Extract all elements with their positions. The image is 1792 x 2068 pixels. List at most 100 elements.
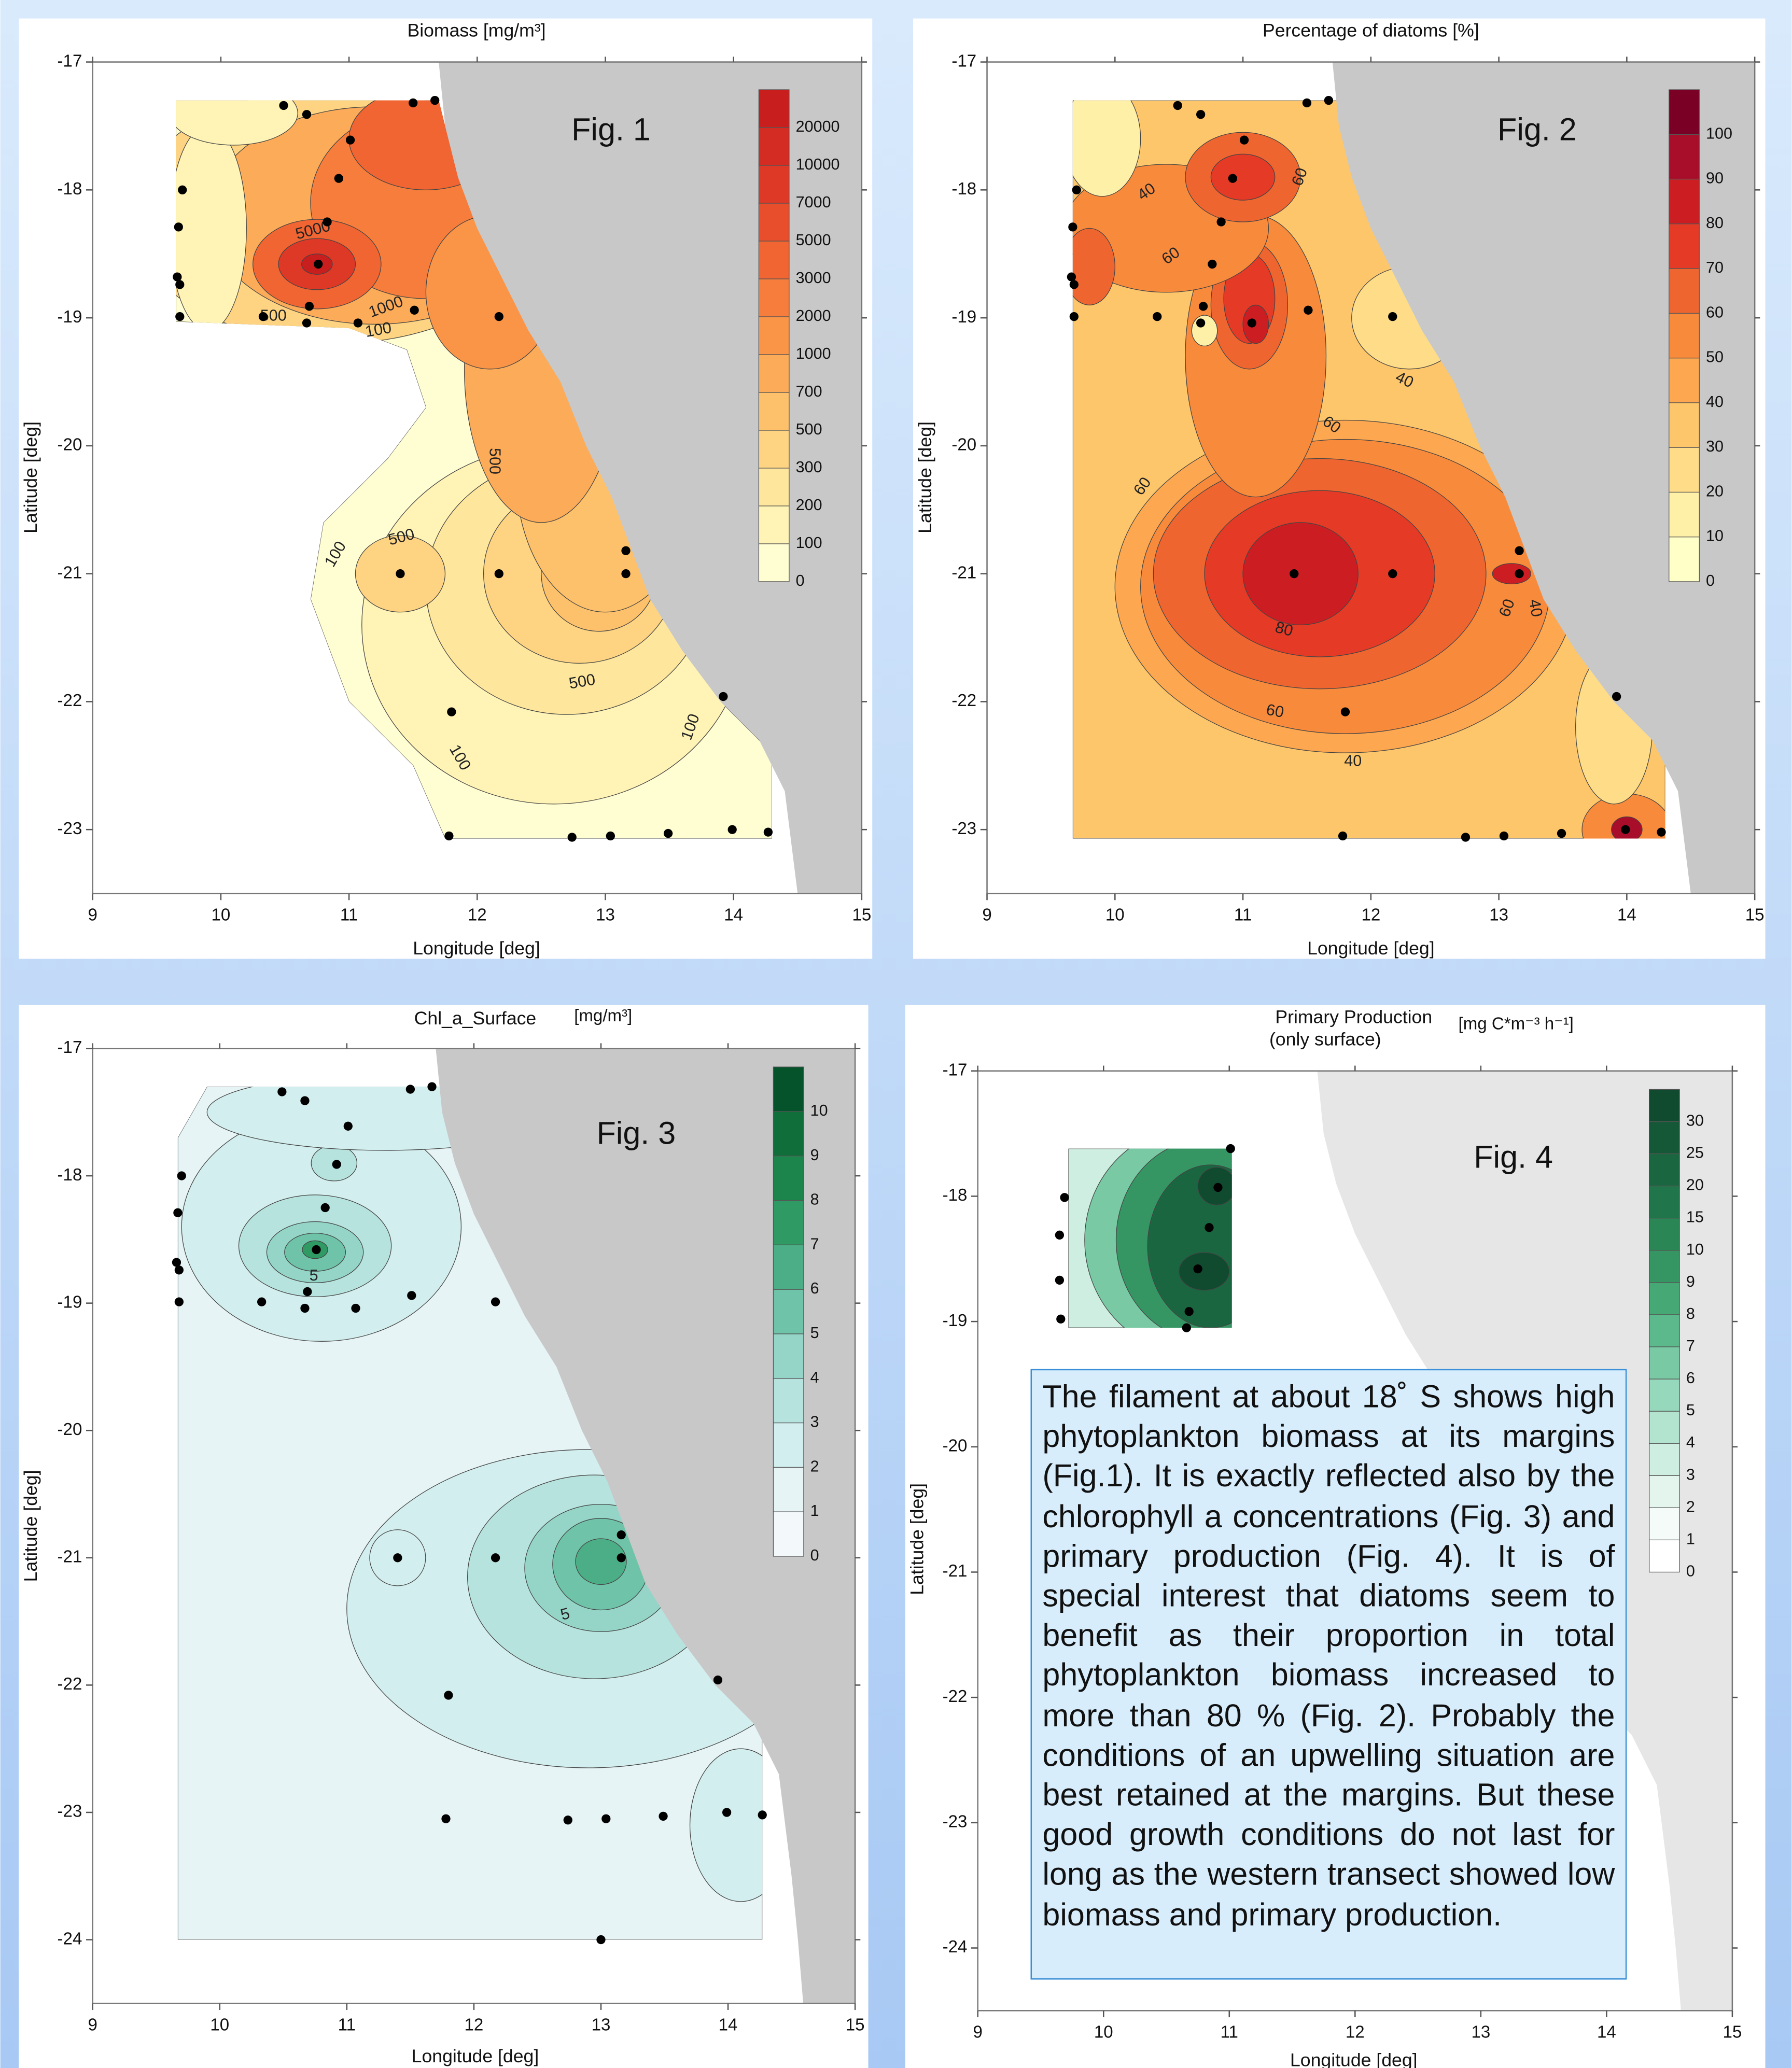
colorbar-band xyxy=(759,506,789,544)
colorbar-label: 10 xyxy=(1706,527,1724,545)
colorbar-label: 70 xyxy=(1706,259,1724,276)
y-axis-label: Latitude [deg] xyxy=(20,1470,41,1582)
x-tick-label: 14 xyxy=(724,906,743,925)
station xyxy=(407,1291,416,1300)
station xyxy=(323,217,331,226)
colorbar-band xyxy=(759,392,789,430)
colorbar-label: 2 xyxy=(810,1457,819,1475)
colorbar-label: 90 xyxy=(1706,170,1724,187)
y-tick-label: -21 xyxy=(943,1561,968,1581)
station xyxy=(1067,272,1076,281)
colorbar-label: 25 xyxy=(1686,1144,1704,1162)
colorbar-label: 1 xyxy=(1686,1530,1695,1548)
x-tick-label: 13 xyxy=(596,906,615,925)
station xyxy=(1226,1144,1235,1153)
colorbar-band xyxy=(759,128,789,165)
colorbar-label: 4 xyxy=(1686,1433,1695,1451)
poster: 9101112131415-17-18-19-20-21-22-23500050… xyxy=(0,0,1792,2068)
station xyxy=(1388,569,1397,578)
station xyxy=(312,1245,320,1254)
y-tick-label: -24 xyxy=(58,1929,82,1948)
colorbar-band xyxy=(773,1378,804,1423)
y-tick-label: -17 xyxy=(943,1060,968,1079)
y-tick-label: -20 xyxy=(58,435,82,455)
colorbar-band xyxy=(1669,134,1700,179)
x-tick-label: 12 xyxy=(468,906,487,925)
x-tick-label: 15 xyxy=(1723,2022,1742,2042)
colorbar-band xyxy=(1649,1315,1680,1347)
colorbar-band xyxy=(1649,1379,1680,1411)
colorbar-label: 2000 xyxy=(796,307,831,325)
colorbar-label: 5 xyxy=(1686,1401,1695,1419)
unit-label: [mg C*m⁻³ h⁻¹] xyxy=(1459,1014,1574,1033)
station xyxy=(1070,280,1079,289)
y-tick-label: -23 xyxy=(58,1802,82,1821)
colorbar-band xyxy=(773,1423,804,1468)
station xyxy=(764,827,773,836)
x-axis-label: Longitude [deg] xyxy=(412,2046,539,2066)
y-tick-label: -21 xyxy=(951,563,976,582)
x-tick-label: 11 xyxy=(1221,2022,1238,2042)
colorbar-label: 7 xyxy=(810,1235,819,1253)
colorbar-label: 6 xyxy=(810,1279,819,1297)
station xyxy=(568,833,577,841)
x-tick-label: 9 xyxy=(973,2022,983,2042)
chart-title: Chl_a_Surface xyxy=(414,1008,537,1029)
y-axis-label: Latitude [deg] xyxy=(907,1483,928,1595)
colorbar-label: 20000 xyxy=(796,118,840,135)
y-tick-label: -19 xyxy=(58,1292,82,1312)
station xyxy=(427,1082,436,1091)
station xyxy=(1216,217,1225,226)
x-tick-label: 10 xyxy=(1105,906,1125,925)
figure-label: Fig. 1 xyxy=(571,112,651,147)
station xyxy=(495,312,503,321)
station xyxy=(606,832,615,840)
x-tick-label: 15 xyxy=(1745,906,1765,925)
colorbar-band xyxy=(1649,1250,1680,1283)
colorbar-label: 80 xyxy=(1706,214,1724,232)
colorbar-label: 0 xyxy=(1706,572,1715,589)
y-tick-label: -23 xyxy=(943,1812,968,1832)
colorbar-label: 50 xyxy=(1706,348,1724,366)
figure-label: Fig. 2 xyxy=(1497,112,1577,147)
station xyxy=(1208,260,1216,269)
station xyxy=(1621,825,1630,834)
station xyxy=(430,96,439,105)
text-box: The filament at about 18˚ S shows high p… xyxy=(1030,1369,1627,1980)
contour-fill xyxy=(1243,523,1358,625)
y-tick-label: -23 xyxy=(58,819,82,838)
colorbar-band xyxy=(1649,1218,1680,1250)
y-tick-label: -18 xyxy=(58,179,82,199)
station xyxy=(1060,1193,1069,1202)
colorbar-band xyxy=(759,468,789,506)
colorbar-band xyxy=(1649,1089,1680,1121)
colorbar-band xyxy=(759,544,789,582)
station xyxy=(406,1085,415,1093)
station xyxy=(1199,302,1208,311)
station xyxy=(305,302,314,311)
colorbar-label: 3000 xyxy=(796,269,831,287)
colorbar-band xyxy=(1649,1347,1680,1379)
colorbar-band xyxy=(1669,90,1700,134)
station xyxy=(1341,708,1350,716)
contour-label: 40 xyxy=(1344,752,1362,769)
x-tick-label: 10 xyxy=(212,906,231,925)
station xyxy=(175,1265,184,1274)
station xyxy=(409,99,417,107)
station xyxy=(1388,312,1397,321)
station xyxy=(351,1304,360,1313)
x-tick-label: 14 xyxy=(1597,2022,1616,2042)
colorbar-band xyxy=(1669,492,1700,537)
colorbar-band xyxy=(1649,1540,1680,1572)
colorbar-label: 500 xyxy=(796,420,822,438)
y-tick-label: -22 xyxy=(58,1675,82,1694)
station xyxy=(1185,1307,1194,1316)
colorbar-band xyxy=(759,279,789,317)
station xyxy=(174,222,183,231)
x-tick-label: 13 xyxy=(1489,906,1508,925)
colorbar-label: 7000 xyxy=(796,193,831,211)
station xyxy=(1338,832,1347,840)
x-tick-label: 11 xyxy=(340,906,358,925)
station xyxy=(1324,96,1333,105)
station xyxy=(300,1304,309,1313)
